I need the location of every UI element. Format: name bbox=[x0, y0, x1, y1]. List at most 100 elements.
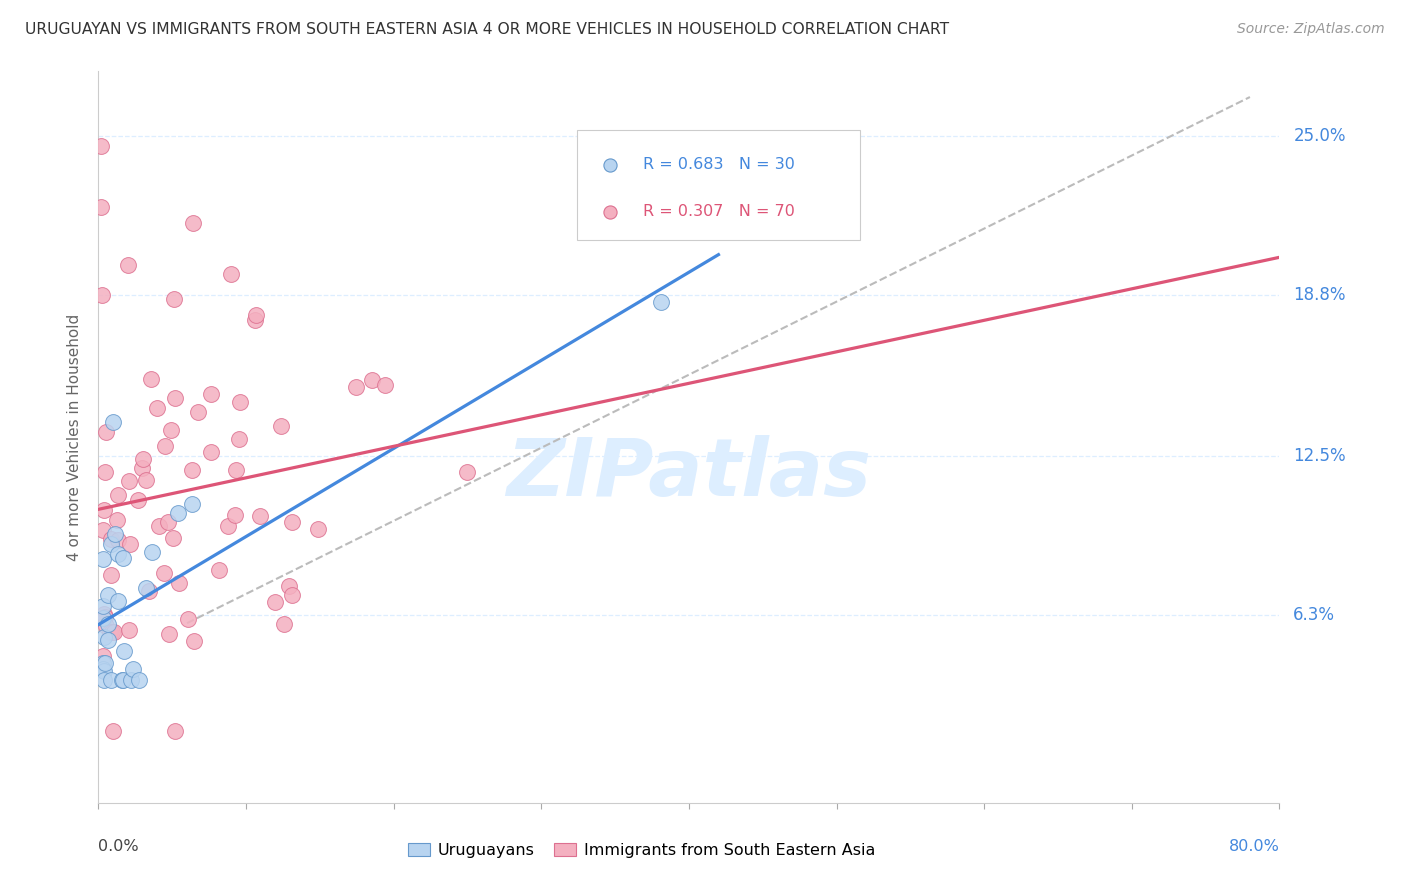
Point bbox=[281, 588, 304, 602]
Point bbox=[93, 465, 115, 479]
Point bbox=[101, 723, 124, 738]
Point bbox=[91, 657, 114, 671]
Point bbox=[91, 287, 114, 301]
Text: Source: ZipAtlas.com: Source: ZipAtlas.com bbox=[1237, 22, 1385, 37]
Point bbox=[111, 673, 134, 687]
Point bbox=[141, 545, 163, 559]
Point bbox=[98, 625, 121, 640]
Point bbox=[146, 401, 169, 416]
Point bbox=[180, 497, 202, 511]
Point bbox=[162, 531, 184, 545]
Point bbox=[93, 630, 115, 644]
Text: 80.0%: 80.0% bbox=[1229, 838, 1279, 854]
Point bbox=[104, 526, 127, 541]
Y-axis label: 4 or more Vehicles in Household: 4 or more Vehicles in Household bbox=[67, 313, 83, 561]
Point bbox=[307, 522, 329, 536]
Point bbox=[217, 518, 239, 533]
Point bbox=[97, 616, 120, 631]
Text: 6.3%: 6.3% bbox=[1294, 607, 1336, 624]
Point bbox=[249, 508, 271, 523]
Point bbox=[94, 425, 117, 439]
Point bbox=[93, 503, 115, 517]
Text: 0.0%: 0.0% bbox=[98, 838, 139, 854]
Point bbox=[155, 439, 177, 453]
Point bbox=[224, 508, 246, 523]
Text: 18.8%: 18.8% bbox=[1294, 285, 1346, 303]
Point bbox=[93, 523, 115, 537]
Point bbox=[103, 625, 125, 640]
Point bbox=[165, 391, 187, 405]
Text: R = 0.683   N = 30: R = 0.683 N = 30 bbox=[643, 158, 794, 172]
Point bbox=[93, 665, 115, 679]
Point bbox=[243, 313, 266, 327]
Point bbox=[167, 576, 190, 591]
Point bbox=[360, 373, 382, 387]
Point bbox=[91, 648, 114, 663]
Point bbox=[91, 663, 114, 677]
Point bbox=[118, 475, 141, 489]
Point bbox=[118, 537, 141, 551]
Text: R = 0.307   N = 70: R = 0.307 N = 70 bbox=[643, 204, 794, 219]
Point bbox=[221, 267, 243, 281]
Point bbox=[100, 536, 122, 550]
Point bbox=[183, 634, 205, 648]
Point bbox=[456, 466, 478, 480]
Point bbox=[200, 445, 222, 459]
Point bbox=[101, 624, 124, 639]
Point bbox=[264, 595, 287, 609]
Text: URUGUAYAN VS IMMIGRANTS FROM SOUTH EASTERN ASIA 4 OR MORE VEHICLES IN HOUSEHOLD : URUGUAYAN VS IMMIGRANTS FROM SOUTH EASTE… bbox=[25, 22, 949, 37]
Point bbox=[117, 259, 139, 273]
Point bbox=[181, 216, 204, 230]
Point bbox=[91, 611, 114, 625]
Point bbox=[93, 609, 115, 624]
Text: 25.0%: 25.0% bbox=[1294, 127, 1346, 145]
Point bbox=[650, 295, 672, 310]
Point bbox=[107, 547, 129, 561]
Point bbox=[139, 371, 162, 385]
Point bbox=[135, 581, 157, 595]
Point bbox=[165, 723, 187, 738]
Point bbox=[374, 378, 396, 392]
Point bbox=[132, 451, 155, 466]
Point bbox=[163, 292, 186, 306]
Point bbox=[270, 419, 292, 434]
Point bbox=[93, 673, 115, 687]
Point bbox=[90, 138, 112, 153]
Point bbox=[105, 513, 128, 527]
Point bbox=[111, 551, 134, 566]
Point bbox=[91, 599, 114, 613]
Point bbox=[93, 607, 115, 622]
Point bbox=[138, 584, 160, 599]
Point bbox=[97, 632, 120, 647]
Point bbox=[167, 506, 190, 520]
Point bbox=[107, 594, 129, 608]
Point bbox=[131, 461, 153, 475]
Point bbox=[111, 673, 134, 687]
Point bbox=[118, 623, 141, 637]
Point bbox=[177, 613, 200, 627]
Point bbox=[273, 616, 295, 631]
Point bbox=[100, 673, 122, 687]
Point bbox=[152, 566, 174, 581]
Point bbox=[228, 432, 250, 446]
Text: 12.5%: 12.5% bbox=[1294, 447, 1346, 466]
FancyBboxPatch shape bbox=[576, 130, 860, 240]
Point bbox=[97, 589, 120, 603]
Point bbox=[103, 415, 125, 429]
Point bbox=[159, 627, 181, 641]
Point bbox=[187, 405, 209, 419]
Point bbox=[127, 493, 149, 508]
Point bbox=[122, 662, 145, 676]
Point bbox=[245, 308, 267, 322]
Point bbox=[346, 379, 368, 393]
Point bbox=[208, 563, 231, 577]
Legend: Uruguayans, Immigrants from South Eastern Asia: Uruguayans, Immigrants from South Easter… bbox=[401, 837, 882, 864]
Point bbox=[278, 579, 301, 593]
Point bbox=[181, 463, 204, 477]
Point bbox=[94, 619, 117, 633]
Text: ZIPatlas: ZIPatlas bbox=[506, 434, 872, 513]
Point bbox=[148, 519, 170, 533]
Point bbox=[112, 644, 135, 658]
Point bbox=[135, 473, 157, 487]
Point bbox=[160, 424, 183, 438]
